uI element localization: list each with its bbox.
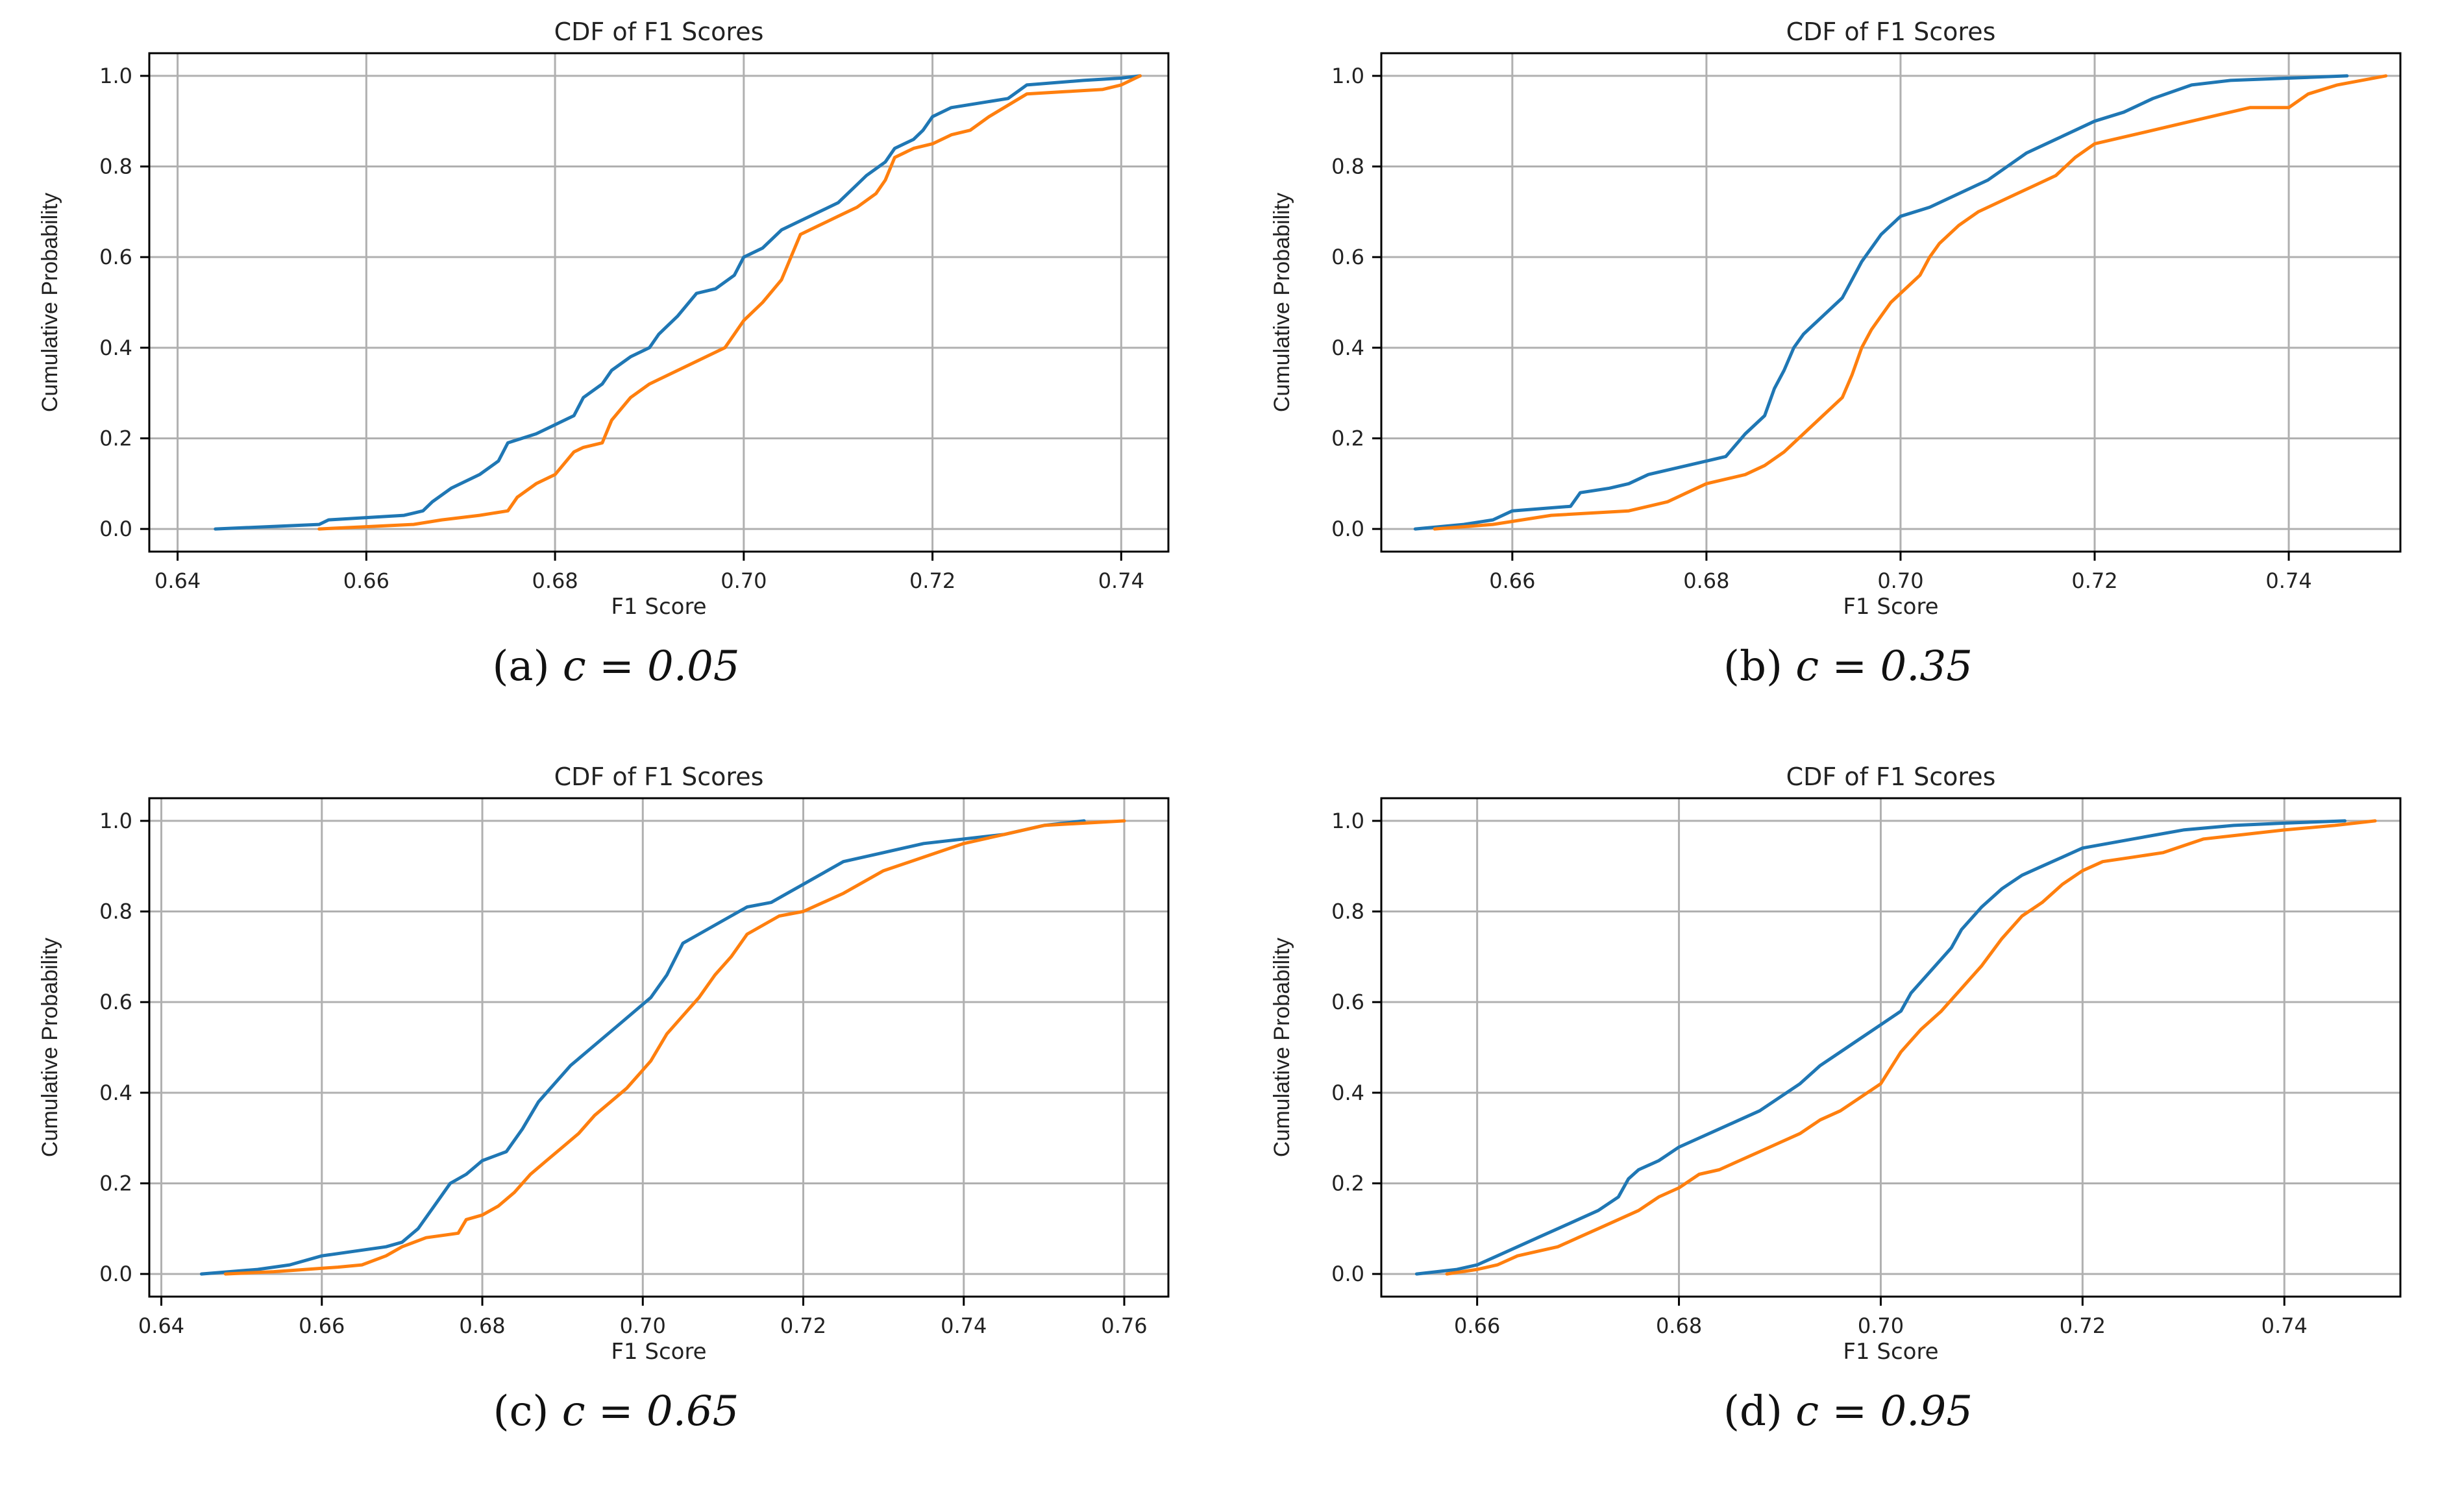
y-tick-label: 1.0 [99,809,132,833]
x-tick-label: 0.66 [1454,1313,1500,1338]
caption-label: (d) [1723,1387,1796,1435]
x-tick-label: 0.64 [154,568,201,593]
x-tick-label: 0.74 [2265,568,2311,593]
caption-math: c = 0.95 [1795,1387,1973,1435]
chart-title: CDF of F1 Scores [1786,18,1996,46]
subfigure-caption: (d) c = 0.95 [1232,1387,2464,1435]
x-tick-label: 0.68 [1656,1313,1702,1338]
axes-frame [148,52,1170,553]
chart-svg: 0.66 0.68 0.70 0.72 0.74 0.0 0.2 0.4 0.6 0.8 1.0 CD… [1270,763,2402,1365]
x-tick-label: 0.74 [1098,568,1144,593]
x-tick-label: 0.70 [620,1313,666,1338]
y-tick-label: 0.2 [99,1171,132,1195]
chart-title: CDF of F1 Scores [554,18,764,46]
y-tick-label: 0.0 [1331,517,1364,541]
series-line-blue [1414,819,2347,1276]
y-tick-label: 0.8 [99,154,132,179]
axes-frame [148,797,1170,1298]
x-tick-label: 0.72 [780,1313,826,1338]
y-tick-label: 0.0 [1331,1262,1364,1286]
x-tick-label: 0.68 [459,1313,505,1338]
chart-panel: 0.66 0.68 0.70 0.72 0.74 0.0 0.2 0.4 0.6 0.8 1.0 CD… [1232,0,2464,745]
x-tick-label: 0.70 [1877,568,1923,593]
series-line-blue [1413,74,2349,531]
y-tick-label: 0.0 [99,517,132,541]
y-tick-label: 0.2 [1331,426,1364,450]
series-line-orange [1445,819,2377,1276]
x-tick-label: 0.72 [2060,1313,2106,1338]
x-axis-label: F1 Score [611,594,706,620]
axes-frame [1380,52,2402,553]
y-tick-label: 0.4 [1331,336,1364,360]
y-axis-label: Cumulative Probability [38,938,62,1157]
x-axis-label: F1 Score [1843,594,1938,620]
y-tick-label: 0.8 [1331,154,1364,179]
x-tick-label: 0.74 [941,1313,987,1338]
subfigure-caption: (c) c = 0.65 [0,1387,1232,1435]
subfigure-caption: (b) c = 0.35 [1232,642,2464,690]
y-tick-label: 0.6 [99,245,132,269]
y-tick-label: 0.4 [99,336,132,360]
chart-title: CDF of F1 Scores [1786,763,1996,791]
y-tick-label: 0.8 [1331,899,1364,924]
x-tick-label: 0.64 [138,1313,184,1338]
chart-svg: 0.64 0.66 0.68 0.70 0.72 0.74 0.76 0.0 0.2 0.4 0.6… [38,763,1170,1365]
caption-math: c = 0.65 [561,1387,739,1435]
series-line-blue [214,74,1142,531]
y-tick-label: 0.6 [1331,245,1364,269]
caption-label: (a) [492,642,563,690]
caption-label: (c) [493,1387,562,1435]
x-axis-label: F1 Score [611,1339,706,1365]
x-tick-label: 0.66 [343,568,389,593]
y-tick-label: 1.0 [1331,64,1364,88]
chart-panel: 0.64 0.66 0.68 0.70 0.72 0.74 0.0 0.2 0.4 0.6 0.8 1… [0,0,1232,745]
x-tick-label: 0.76 [1101,1313,1147,1338]
y-tick-label: 1.0 [99,64,132,88]
caption-math: c = 0.35 [1795,642,1973,690]
axes-frame [1380,797,2402,1298]
chart-panel: 0.64 0.66 0.68 0.70 0.72 0.74 0.76 0.0 0.2 0.4 0.6… [0,745,1232,1490]
series-line-blue [199,819,1086,1276]
y-tick-label: 0.4 [1331,1081,1364,1105]
x-tick-label: 0.66 [1489,568,1535,593]
y-tick-label: 0.2 [1331,1171,1364,1195]
y-tick-label: 0.6 [1331,990,1364,1014]
series-line-orange [1433,74,2388,531]
chart-svg: 0.64 0.66 0.68 0.70 0.72 0.74 0.0 0.2 0.4 0.6 0.8 1… [38,18,1170,620]
y-tick-label: 0.4 [99,1081,132,1105]
series-line-orange [317,74,1142,531]
y-axis-label: Cumulative Probability [38,193,62,412]
x-tick-label: 0.68 [532,568,578,593]
x-tick-label: 0.72 [909,568,955,593]
subfigure-caption: (a) c = 0.05 [0,642,1232,690]
chart-svg: 0.66 0.68 0.70 0.72 0.74 0.0 0.2 0.4 0.6 0.8 1.0 CD… [1270,18,2402,620]
caption-math: c = 0.05 [562,642,740,690]
x-tick-label: 0.74 [2261,1313,2308,1338]
y-axis-label: Cumulative Probability [1270,193,1294,412]
series-line-orange [223,819,1126,1276]
y-tick-label: 0.6 [99,990,132,1014]
y-axis-label: Cumulative Probability [1270,938,1294,1157]
chart-panel: 0.66 0.68 0.70 0.72 0.74 0.0 0.2 0.4 0.6 0.8 1.0 CD… [1232,745,2464,1490]
x-tick-label: 0.66 [299,1313,345,1338]
y-tick-label: 0.0 [99,1262,132,1286]
caption-label: (b) [1723,642,1796,690]
chart-title: CDF of F1 Scores [554,763,764,791]
x-axis-label: F1 Score [1843,1339,1938,1365]
x-tick-label: 0.68 [1683,568,1729,593]
x-tick-label: 0.72 [2071,568,2117,593]
x-tick-label: 0.70 [1858,1313,1904,1338]
y-tick-label: 0.8 [99,899,132,924]
y-tick-label: 0.2 [99,426,132,450]
x-tick-label: 0.70 [721,568,767,593]
y-tick-label: 1.0 [1331,809,1364,833]
